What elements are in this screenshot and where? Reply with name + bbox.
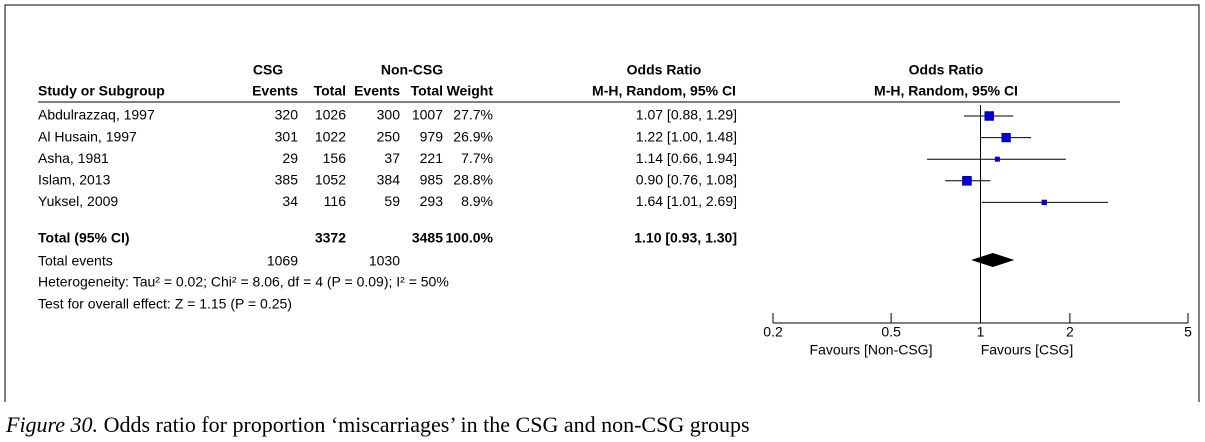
header: M-H, Random, 95% CI	[592, 83, 736, 99]
cell: 293	[420, 193, 444, 209]
cell: 1.64 [1.01, 2.69]	[636, 193, 737, 209]
header: M-H, Random, 95% CI	[874, 83, 1018, 99]
caption-label: Figure 30.	[5, 412, 98, 437]
cell: 1.07 [0.88, 1.29]	[636, 107, 737, 123]
marker	[962, 175, 972, 186]
header: Events	[354, 83, 400, 99]
cell: 59	[384, 193, 400, 209]
cell: 8.9%	[461, 193, 493, 209]
header: Total	[411, 83, 443, 99]
cell: 34	[282, 193, 298, 209]
cell: 7.7%	[461, 150, 493, 166]
cell: 28.8%	[453, 172, 493, 188]
cell: 29	[282, 150, 298, 166]
cell: 384	[377, 172, 401, 188]
header: Weight	[447, 83, 494, 99]
marker	[994, 156, 1000, 162]
total-cell: 1.10 [0.93, 1.30]	[634, 230, 737, 246]
header: Non-CSG	[381, 62, 443, 78]
header: CSG	[253, 62, 283, 78]
events-label: Total events	[38, 253, 113, 269]
caption-text: Odds ratio for proportion ‘miscarriages’…	[104, 412, 750, 437]
caption: Figure 30. Odds ratio for proportion ‘mi…	[5, 412, 750, 437]
cell: Abdulrazzaq, 1997	[38, 107, 155, 123]
header: Events	[252, 83, 298, 99]
cell: 985	[420, 172, 444, 188]
cell: 1.14 [0.66, 1.94]	[636, 150, 737, 166]
cell: 156	[323, 150, 347, 166]
tick-label: 0.2	[763, 324, 783, 340]
cell: 116	[324, 193, 347, 209]
heterogeneity: Heterogeneity: Tau² = 0.02; Chi² = 8.06,…	[38, 274, 449, 290]
cell: Yuksel, 2009	[38, 193, 118, 209]
events-cell: 1069	[267, 253, 298, 269]
cell: 301	[275, 128, 299, 144]
tick-label: 2	[1066, 324, 1074, 340]
favours-right: Favours [CSG]	[981, 342, 1074, 358]
header: Odds Ratio	[909, 62, 984, 78]
diamond	[971, 253, 1015, 267]
header: Total	[314, 83, 346, 99]
marker	[1001, 132, 1011, 143]
cell: 320	[275, 107, 299, 123]
cell: 979	[420, 128, 444, 144]
cell: 1.22 [1.00, 1.48]	[636, 128, 737, 144]
favours-left: Favours [Non-CSG]	[810, 342, 933, 358]
cell: 300	[377, 107, 401, 123]
cell: 1052	[315, 172, 346, 188]
header: Odds Ratio	[627, 62, 702, 78]
cell: 37	[384, 150, 400, 166]
cell: 0.90 [0.76, 1.08]	[636, 172, 737, 188]
cell: Al Husain, 1997	[38, 128, 137, 144]
cell: 385	[275, 172, 299, 188]
cell: 26.9%	[453, 128, 493, 144]
cell: Islam, 2013	[38, 172, 111, 188]
cell: 221	[420, 150, 444, 166]
tick-label: 5	[1184, 324, 1192, 340]
frame	[4, 4, 1200, 402]
tick-label: 0.5	[881, 324, 901, 340]
cell: 27.7%	[453, 107, 493, 123]
marker	[1041, 199, 1047, 206]
events-cell: 1030	[369, 253, 400, 269]
total-cell: 3372	[315, 230, 346, 246]
tick-label: 1	[977, 324, 985, 340]
marker	[984, 111, 994, 121]
cell: 1007	[412, 107, 443, 123]
header: Study or Subgroup	[38, 83, 165, 99]
total-label: Total (95% CI)	[38, 230, 130, 246]
total-cell: 3485	[412, 230, 443, 246]
cell: 1022	[315, 128, 346, 144]
cell: Asha, 1981	[38, 150, 109, 166]
total-cell: 100.0%	[446, 230, 494, 246]
cell: 250	[377, 128, 401, 144]
cell: 1026	[315, 107, 346, 123]
overall-effect: Test for overall effect: Z = 1.15 (P = 0…	[38, 296, 292, 312]
